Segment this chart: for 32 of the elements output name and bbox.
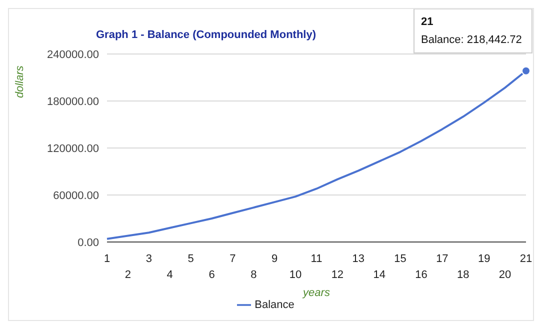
x-tick-label: 4 (166, 269, 173, 281)
y-axis-title: dollars (14, 65, 26, 98)
legend-label: Balance (254, 298, 294, 311)
text: 21 (421, 16, 434, 28)
x-axis-title: years (302, 287, 330, 299)
x-tick-label: 20 (498, 269, 512, 281)
x-tick-label: 6 (208, 269, 215, 281)
x-tick-label: 11 (310, 253, 322, 265)
x-tick-label: 17 (436, 253, 448, 265)
x-tick-label: 18 (457, 269, 470, 281)
x-tick-label: 2 (124, 269, 132, 281)
x-tick-label: 14 (373, 269, 386, 281)
text: Balance: 218,442.72 (421, 34, 522, 46)
x-tick-label: 21 (520, 253, 532, 265)
y-tick-label: 120000.00 (47, 142, 99, 155)
x-tick-label: 7 (230, 253, 236, 265)
x-tick-label: 3 (146, 253, 152, 265)
x-tick-label: 9 (272, 253, 278, 265)
x-tick-label: 8 (250, 269, 257, 281)
x-tick-label: 12 (331, 269, 344, 281)
x-tick-label: 19 (478, 253, 490, 265)
x-tick-label: 5 (188, 253, 194, 265)
y-tick-label: 0.00 (78, 236, 99, 249)
y-tick-label: 240000.00 (47, 48, 99, 61)
x-tick-label: 15 (394, 253, 406, 265)
x-tick-label: 10 (289, 269, 302, 281)
y-tick-label: 60000.00 (53, 190, 99, 202)
x-tick-label: 16 (415, 269, 428, 281)
y-tick-label: 180000.00 (47, 96, 99, 108)
chart-title: Graph 1 - Balance (Compounded Monthly) (96, 29, 316, 41)
x-tick-label: 13 (352, 253, 365, 265)
x-tick-label: 1 (104, 253, 110, 265)
